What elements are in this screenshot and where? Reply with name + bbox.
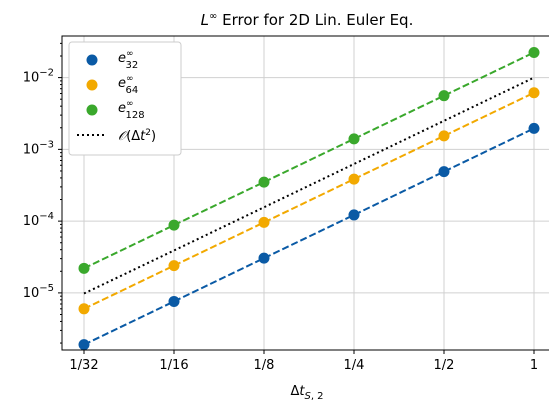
x-axis-label: ΔtS, 2 <box>290 384 323 402</box>
legend-label: e∞ 128 <box>118 99 145 121</box>
fit-line <box>83 51 535 270</box>
y-tick-label: 10−3 <box>23 139 54 157</box>
legend-swatch <box>86 104 98 116</box>
legend-box <box>68 41 182 156</box>
plot-frame <box>61 35 549 351</box>
y-tick-label: 10−2 <box>23 68 54 86</box>
y-axis: 10−5 10−4 10−3 10−2 <box>23 42 62 344</box>
legend-swatch <box>86 54 98 66</box>
data-point <box>168 295 180 307</box>
legend-label: e∞ 64 <box>118 74 138 96</box>
data-point <box>528 122 540 134</box>
chart-title: L∞ Error for 2D Lin. Euler Eq. <box>201 11 414 29</box>
legend-label: e∞ 32 <box>118 49 138 71</box>
data-point <box>258 252 270 264</box>
legend-label: 𝒪(Δt2) <box>118 128 156 144</box>
data-point <box>78 303 90 315</box>
data-point <box>348 209 360 221</box>
data-point <box>168 219 180 231</box>
x-tick-label: 1/2 <box>434 358 455 373</box>
data-point <box>348 133 360 145</box>
data-point <box>528 87 540 99</box>
x-tick-label: 1/4 <box>344 358 365 373</box>
legend-swatch <box>86 79 98 91</box>
x-tick-label: 1/32 <box>69 358 98 373</box>
legend: e∞ 32 e∞ 64 e∞ 128 𝒪(Δt2) <box>68 41 182 156</box>
x-tick-label: 1/8 <box>254 358 275 373</box>
data-point <box>258 176 270 188</box>
data-point <box>438 90 450 102</box>
reference-line <box>83 76 535 295</box>
data-point <box>528 46 540 58</box>
fit-line <box>83 127 535 346</box>
x-tick-label: 1/16 <box>159 358 188 373</box>
data-point <box>438 130 450 142</box>
plot-marks <box>78 46 540 351</box>
data-point <box>258 216 270 228</box>
data-point <box>168 260 180 272</box>
x-axis: 1/32 1/16 1/8 1/4 1/2 1 <box>69 350 538 373</box>
fit-line <box>83 91 535 310</box>
x-tick-label: 1 <box>530 358 538 373</box>
data-point <box>78 262 90 274</box>
y-tick-label: 10−4 <box>23 211 54 229</box>
data-point <box>78 339 90 351</box>
data-point <box>438 166 450 178</box>
y-tick-label: 10−5 <box>23 283 54 301</box>
data-point <box>348 173 360 185</box>
